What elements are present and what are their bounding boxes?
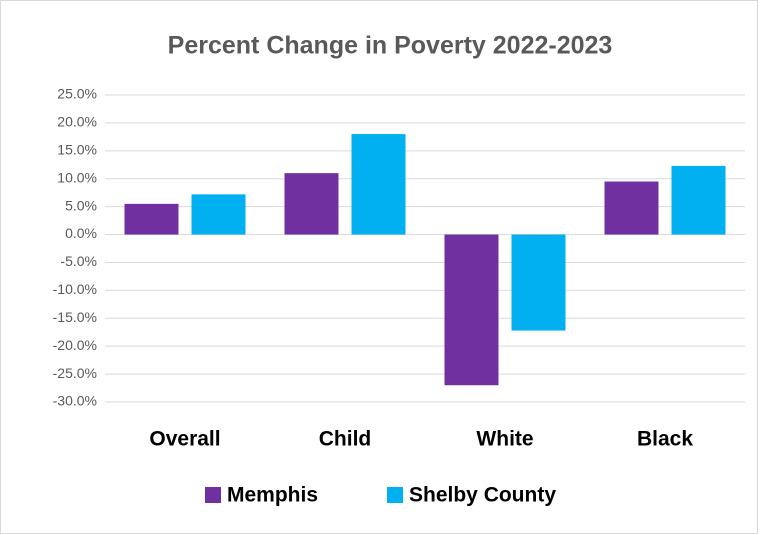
bar — [671, 165, 726, 235]
y-tick-label: 5.0% — [65, 197, 97, 213]
y-tick-label: -25.0% — [53, 365, 97, 381]
bar — [124, 203, 179, 235]
y-tick-label: 20.0% — [57, 114, 97, 130]
y-tick-label: 10.0% — [57, 169, 97, 185]
bar — [191, 194, 246, 235]
x-tick-label: Black — [637, 428, 693, 451]
y-tick-label: 25.0% — [57, 86, 97, 102]
y-tick-label: -5.0% — [60, 253, 97, 269]
y-tick-label: 15.0% — [57, 142, 97, 158]
bar — [511, 234, 566, 331]
y-tick-label: 0.0% — [65, 225, 97, 241]
x-tick-label: Child — [319, 428, 372, 451]
legend-label: Shelby County — [409, 484, 556, 507]
legend-swatch — [205, 487, 221, 503]
legend-label: Memphis — [227, 484, 318, 507]
bar — [284, 173, 339, 235]
y-tick-label: -30.0% — [53, 393, 97, 409]
y-tick-label: -20.0% — [53, 337, 97, 353]
bar — [444, 234, 499, 386]
x-tick-label: White — [476, 428, 533, 451]
bar — [604, 181, 659, 235]
legend-swatch — [387, 487, 403, 503]
chart-title: Percent Change in Poverty 2022-2023 — [168, 32, 613, 60]
y-tick-label: -15.0% — [53, 309, 97, 325]
y-tick-label: -10.0% — [53, 281, 97, 297]
x-tick-label: Overall — [149, 428, 220, 451]
bar — [351, 134, 406, 235]
